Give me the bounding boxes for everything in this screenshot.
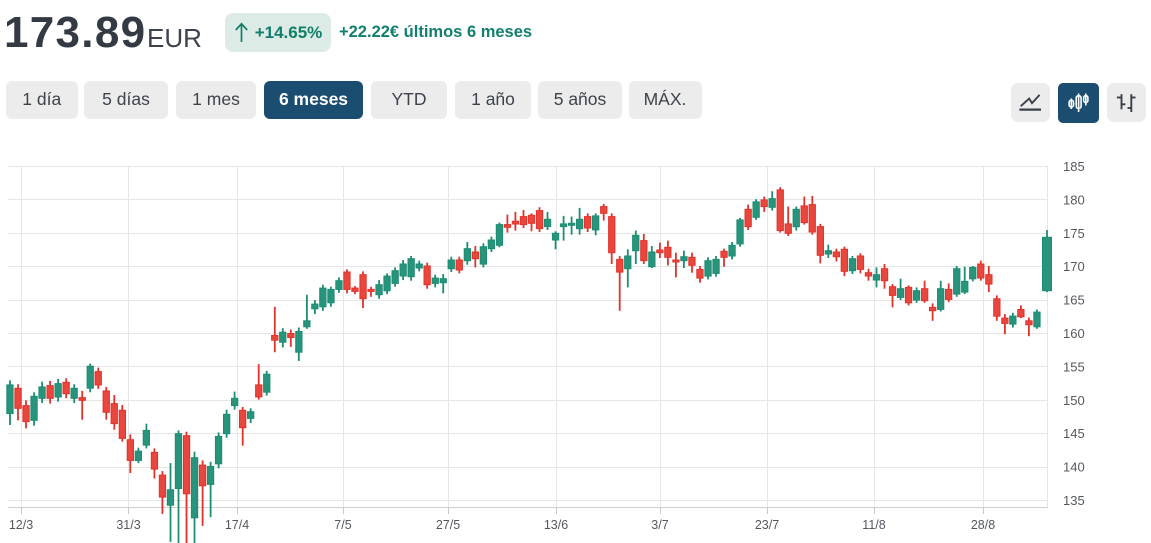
svg-text:17/4: 17/4 bbox=[225, 518, 249, 532]
svg-text:135: 135 bbox=[1063, 493, 1085, 508]
svg-text:185: 185 bbox=[1063, 159, 1085, 174]
svg-text:13/6: 13/6 bbox=[544, 518, 568, 532]
svg-text:7/5: 7/5 bbox=[334, 518, 351, 532]
svg-text:150: 150 bbox=[1063, 393, 1085, 408]
svg-text:155: 155 bbox=[1063, 359, 1085, 374]
svg-text:170: 170 bbox=[1063, 259, 1085, 274]
svg-text:165: 165 bbox=[1063, 293, 1085, 308]
svg-text:12/3: 12/3 bbox=[9, 518, 33, 532]
svg-text:28/8: 28/8 bbox=[971, 518, 995, 532]
svg-text:3/7: 3/7 bbox=[651, 518, 668, 532]
svg-text:175: 175 bbox=[1063, 226, 1085, 241]
svg-text:160: 160 bbox=[1063, 326, 1085, 341]
svg-text:27/5: 27/5 bbox=[436, 518, 460, 532]
svg-text:31/3: 31/3 bbox=[116, 518, 140, 532]
svg-text:145: 145 bbox=[1063, 426, 1085, 441]
svg-text:23/7: 23/7 bbox=[755, 518, 779, 532]
svg-text:180: 180 bbox=[1063, 192, 1085, 207]
svg-text:140: 140 bbox=[1063, 460, 1085, 475]
svg-text:11/8: 11/8 bbox=[862, 518, 885, 532]
